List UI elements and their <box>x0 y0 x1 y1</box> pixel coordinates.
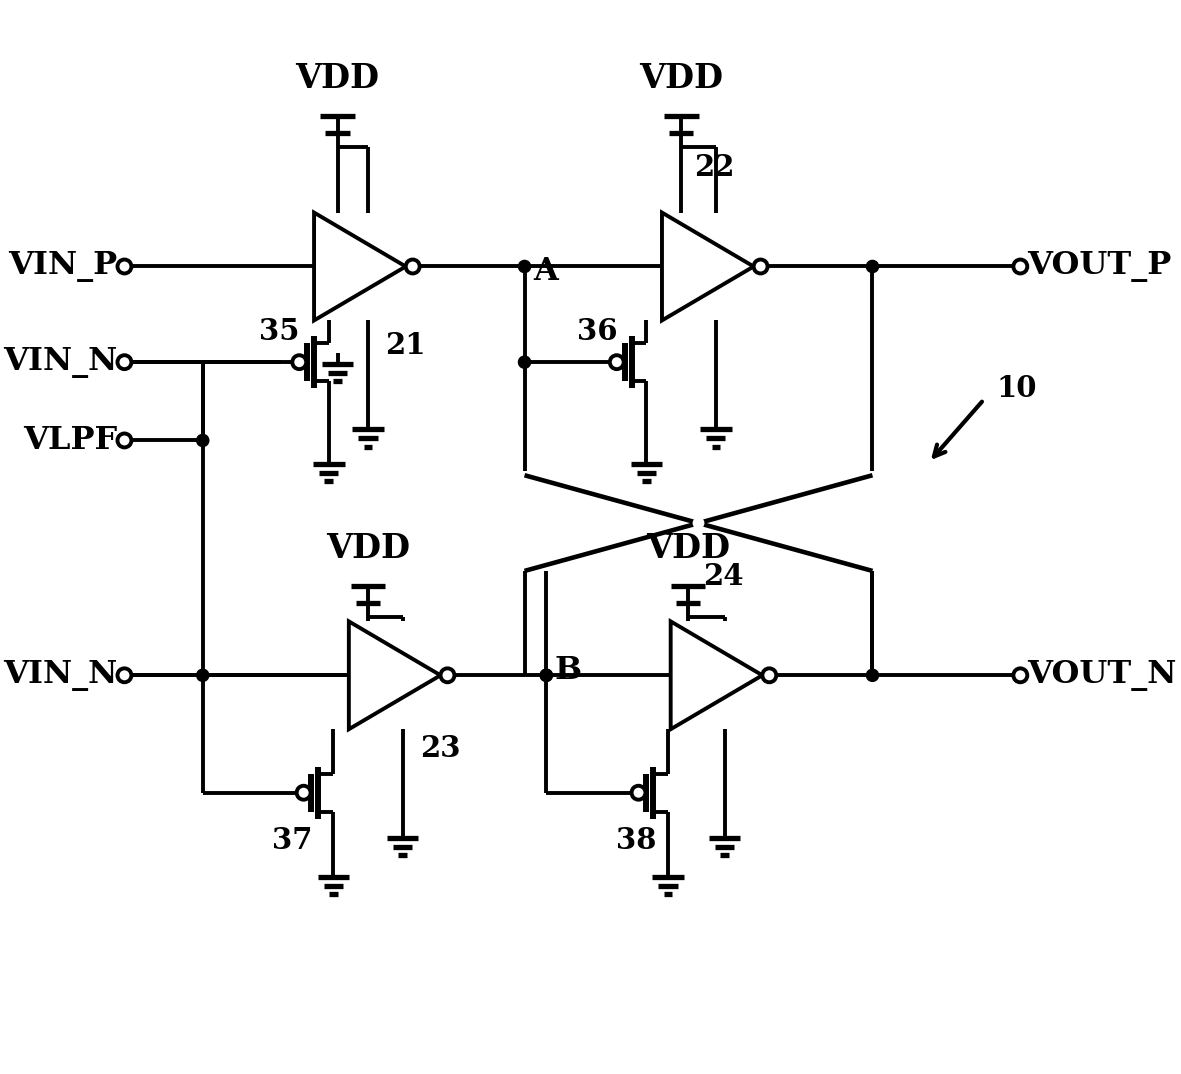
Circle shape <box>441 668 455 682</box>
Circle shape <box>540 669 553 681</box>
Text: 35: 35 <box>260 317 300 346</box>
Text: 24: 24 <box>703 562 744 591</box>
Circle shape <box>609 355 624 369</box>
Text: 23: 23 <box>420 734 461 763</box>
Circle shape <box>867 669 879 681</box>
Circle shape <box>117 668 131 682</box>
Text: VDD: VDD <box>326 532 410 565</box>
Text: VIN_N: VIN_N <box>4 659 117 691</box>
Text: 38: 38 <box>615 826 657 855</box>
Circle shape <box>540 669 553 681</box>
Circle shape <box>867 260 879 273</box>
Text: VIN_N: VIN_N <box>4 347 117 378</box>
Circle shape <box>196 434 209 447</box>
Text: 22: 22 <box>694 154 735 183</box>
Text: VOUT_N: VOUT_N <box>1027 659 1176 691</box>
Circle shape <box>117 434 131 448</box>
Text: VDD: VDD <box>295 62 379 96</box>
Circle shape <box>518 260 530 273</box>
Circle shape <box>763 668 776 682</box>
Circle shape <box>293 355 306 369</box>
Circle shape <box>632 786 646 800</box>
Circle shape <box>693 518 704 528</box>
Circle shape <box>1013 668 1027 682</box>
Circle shape <box>296 786 311 800</box>
Text: VDD: VDD <box>639 62 723 96</box>
Text: VDD: VDD <box>646 532 730 565</box>
Circle shape <box>518 357 530 368</box>
Circle shape <box>117 260 131 274</box>
Text: B: B <box>555 655 582 685</box>
Text: VIN_P: VIN_P <box>8 251 117 282</box>
Circle shape <box>196 669 209 681</box>
Circle shape <box>753 260 768 274</box>
Text: VLPF: VLPF <box>24 425 117 456</box>
Text: A: A <box>534 256 557 287</box>
Circle shape <box>1013 260 1027 274</box>
Circle shape <box>117 355 131 369</box>
Text: 10: 10 <box>997 374 1037 403</box>
Text: VOUT_P: VOUT_P <box>1027 251 1172 282</box>
Text: 36: 36 <box>576 317 618 346</box>
Circle shape <box>406 260 419 274</box>
Text: 21: 21 <box>385 331 426 360</box>
Text: 37: 37 <box>273 826 313 855</box>
